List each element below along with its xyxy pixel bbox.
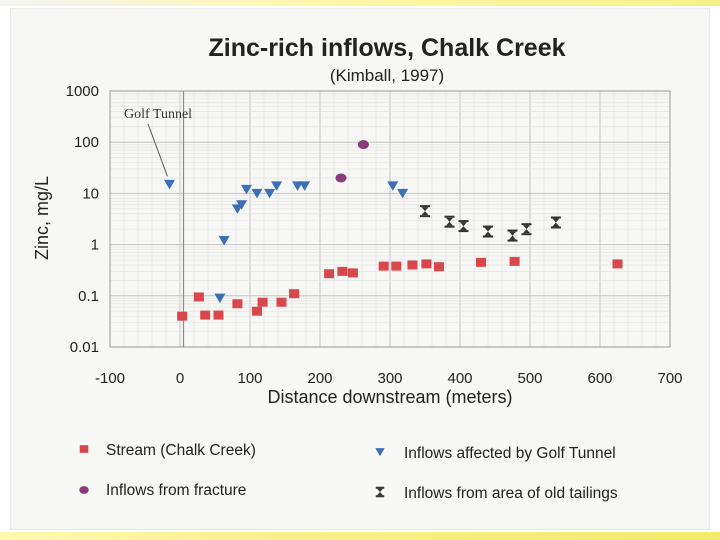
stream-point [289, 289, 300, 299]
y-tick-label: 10 [82, 185, 99, 202]
golf-tunnel-inflow-point [236, 200, 248, 210]
marker-body [446, 217, 453, 226]
chart-subtitle: (Kimball, 1997) [330, 66, 444, 85]
x-tick-label: 600 [587, 370, 612, 387]
marker-body [509, 231, 516, 240]
stream-point [391, 261, 402, 271]
stream-point [252, 306, 262, 316]
marker-body [523, 225, 530, 234]
marker-body [552, 218, 560, 227]
fracture-inflow-point [335, 173, 347, 183]
x-tick-label: -100 [95, 370, 125, 387]
golf-tunnel-inflow-point [214, 293, 226, 304]
golf-tunnel-inflow-point [292, 181, 304, 191]
fracture-inflow-point [357, 140, 369, 150]
legend: Stream (Chalk Creek) Inflows affected by… [79, 442, 618, 502]
annotation: Golf Tunnel [124, 107, 192, 177]
stream-point [434, 262, 444, 272]
slide-top-border [0, 0, 720, 6]
x-tick-label: 400 [447, 370, 472, 387]
golf-tunnel-inflow-point [387, 181, 399, 191]
golf-tunnel-inflow-point [218, 236, 230, 246]
x-tick-label: 100 [237, 370, 262, 387]
stream-point [276, 297, 287, 307]
x-tick-label: 500 [517, 370, 542, 387]
stream-point [232, 299, 243, 309]
stream-point [257, 297, 268, 307]
stream-point [407, 260, 418, 270]
x-tick-label: 700 [657, 370, 682, 387]
marker-body [484, 227, 492, 236]
plot-frame [109, 90, 671, 348]
y-tick-label: 0.01 [70, 339, 99, 356]
golf-tunnel-inflow-point [397, 188, 409, 199]
stream-point [421, 259, 432, 269]
marker-body [421, 207, 429, 216]
legend-label-golf-tunnel: Inflows affected by Golf Tunnel [404, 445, 616, 462]
legend-symbol-fracture [79, 486, 89, 494]
stream-point [177, 311, 188, 321]
gridlines [109, 90, 671, 348]
data-points [164, 140, 623, 321]
legend-symbol-tailings [375, 486, 385, 498]
legend-symbol-golf-tunnel [375, 448, 385, 457]
legend-symbol-stream [79, 445, 89, 453]
golf-tunnel-inflow-point [264, 188, 276, 199]
tailings-inflow-point [444, 215, 455, 228]
tailings-inflow-point [521, 223, 532, 236]
golf-tunnel-inflow-point [164, 179, 175, 190]
plot-border [109, 90, 671, 348]
golf-tunnel-inflow-point [299, 181, 311, 191]
legend-label-fracture: Inflows from fracture [106, 482, 246, 499]
x-tick-label: 0 [176, 370, 184, 387]
stream-point [347, 268, 358, 278]
stream-point [213, 310, 224, 320]
y-tick-labels: 1000 100 10 1 0.1 0.01 [66, 83, 99, 356]
y-tick-label: 0.1 [78, 288, 99, 305]
tailings-inflow-point [420, 205, 430, 218]
stream-point [476, 257, 486, 267]
tailings-inflow-point [458, 220, 469, 233]
y-tick-label: 100 [74, 134, 99, 151]
x-tick-labels: -100 0 100 200 300 400 500 600 700 [95, 370, 683, 387]
x-tick-label: 300 [377, 370, 402, 387]
y-tick-label: 1000 [66, 83, 99, 100]
marker-body [377, 488, 383, 496]
marker-body [460, 222, 467, 231]
x-tick-label: 200 [307, 370, 332, 387]
golf-tunnel-inflow-point [241, 184, 252, 195]
chart-title: Zinc-rich inflows, Chalk Creek [208, 34, 565, 62]
y-tick-label: 1 [91, 237, 99, 254]
golf-tunnel-inflow-point [251, 188, 263, 199]
tailings-inflow-point [507, 229, 518, 242]
x-axis-label: Distance downstream (meters) [267, 387, 512, 407]
golf-tunnel-annotation: Golf Tunnel [124, 107, 192, 122]
stream-point [612, 259, 623, 269]
tailings-inflow-point [550, 216, 561, 229]
y-axis-label: Zinc, mg/L [32, 176, 52, 260]
stream-point [509, 256, 520, 266]
legend-label-stream: Stream (Chalk Creek) [106, 442, 256, 459]
golf-tunnel-inflow-point [271, 181, 283, 191]
stream-point [200, 310, 211, 320]
annotation-leader-line [147, 123, 168, 177]
stream-point [324, 269, 335, 279]
tailings-inflow-point [483, 225, 493, 238]
stream-point [337, 266, 348, 276]
slide-bottom-border [0, 532, 720, 540]
stream-point [378, 261, 389, 271]
scanned-figure-page [10, 8, 710, 530]
legend-label-tailings: Inflows from area of old tailings [404, 485, 618, 502]
stream-point [193, 292, 204, 302]
